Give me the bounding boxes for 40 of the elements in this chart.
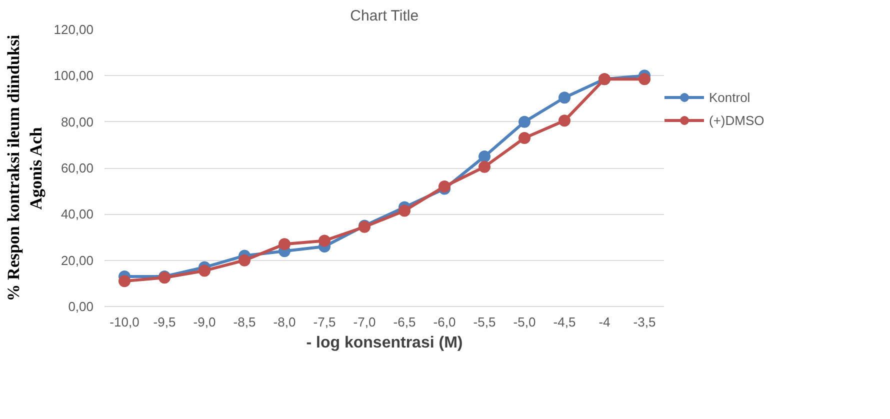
point: [478, 160, 490, 173]
x-tick-label: -9,0: [193, 314, 216, 330]
x-tick-label: -7,5: [313, 314, 336, 330]
point: [478, 150, 490, 162]
x-tick-label: -8,5: [233, 314, 256, 330]
x-tick-label: -8,0: [273, 314, 296, 330]
point: [438, 180, 450, 192]
point: [558, 114, 570, 127]
x-tick-label: -4: [598, 314, 610, 330]
point: [238, 254, 250, 266]
x-tick-label: -6,0: [433, 314, 456, 330]
y-tick-label: 40,00: [60, 206, 94, 222]
point: [118, 275, 130, 288]
x-tick-label: -5,5: [473, 314, 496, 330]
point: [638, 73, 650, 86]
point: [518, 132, 530, 144]
y-tick-label: 20,00: [60, 252, 94, 268]
point: [398, 204, 410, 217]
point: [318, 234, 330, 247]
y-tick-label: 0,00: [68, 299, 94, 314]
y-tick-label: 60,00: [60, 160, 94, 176]
point: [558, 92, 570, 104]
y-tick-label: 100,00: [54, 68, 94, 84]
x-axis-title: - log konsentrasi (M): [306, 334, 463, 352]
legend-label: (+)DMSO: [709, 112, 764, 128]
x-tick-label: -3,5: [633, 314, 656, 330]
x-tick-label: -10,0: [110, 314, 140, 330]
y-tick-label: 120,00: [54, 22, 94, 37]
x-tick-label: -5,0: [513, 314, 536, 330]
x-tick-label: -9,5: [153, 314, 176, 330]
point: [278, 238, 290, 250]
legend-label: Kontrol: [709, 90, 750, 105]
y-tick-label: 80,00: [60, 114, 94, 130]
x-tick-label: -6,5: [393, 314, 416, 330]
chart-title: Chart Title: [350, 8, 419, 24]
y-axis-title: % Respon kontraksi ileum diinduksi Agonis Ach: [4, 34, 46, 302]
x-tick-label: -7,0: [353, 314, 376, 330]
point: [198, 264, 210, 277]
point: [518, 116, 530, 128]
x-tick-label: -4,5: [553, 314, 576, 330]
